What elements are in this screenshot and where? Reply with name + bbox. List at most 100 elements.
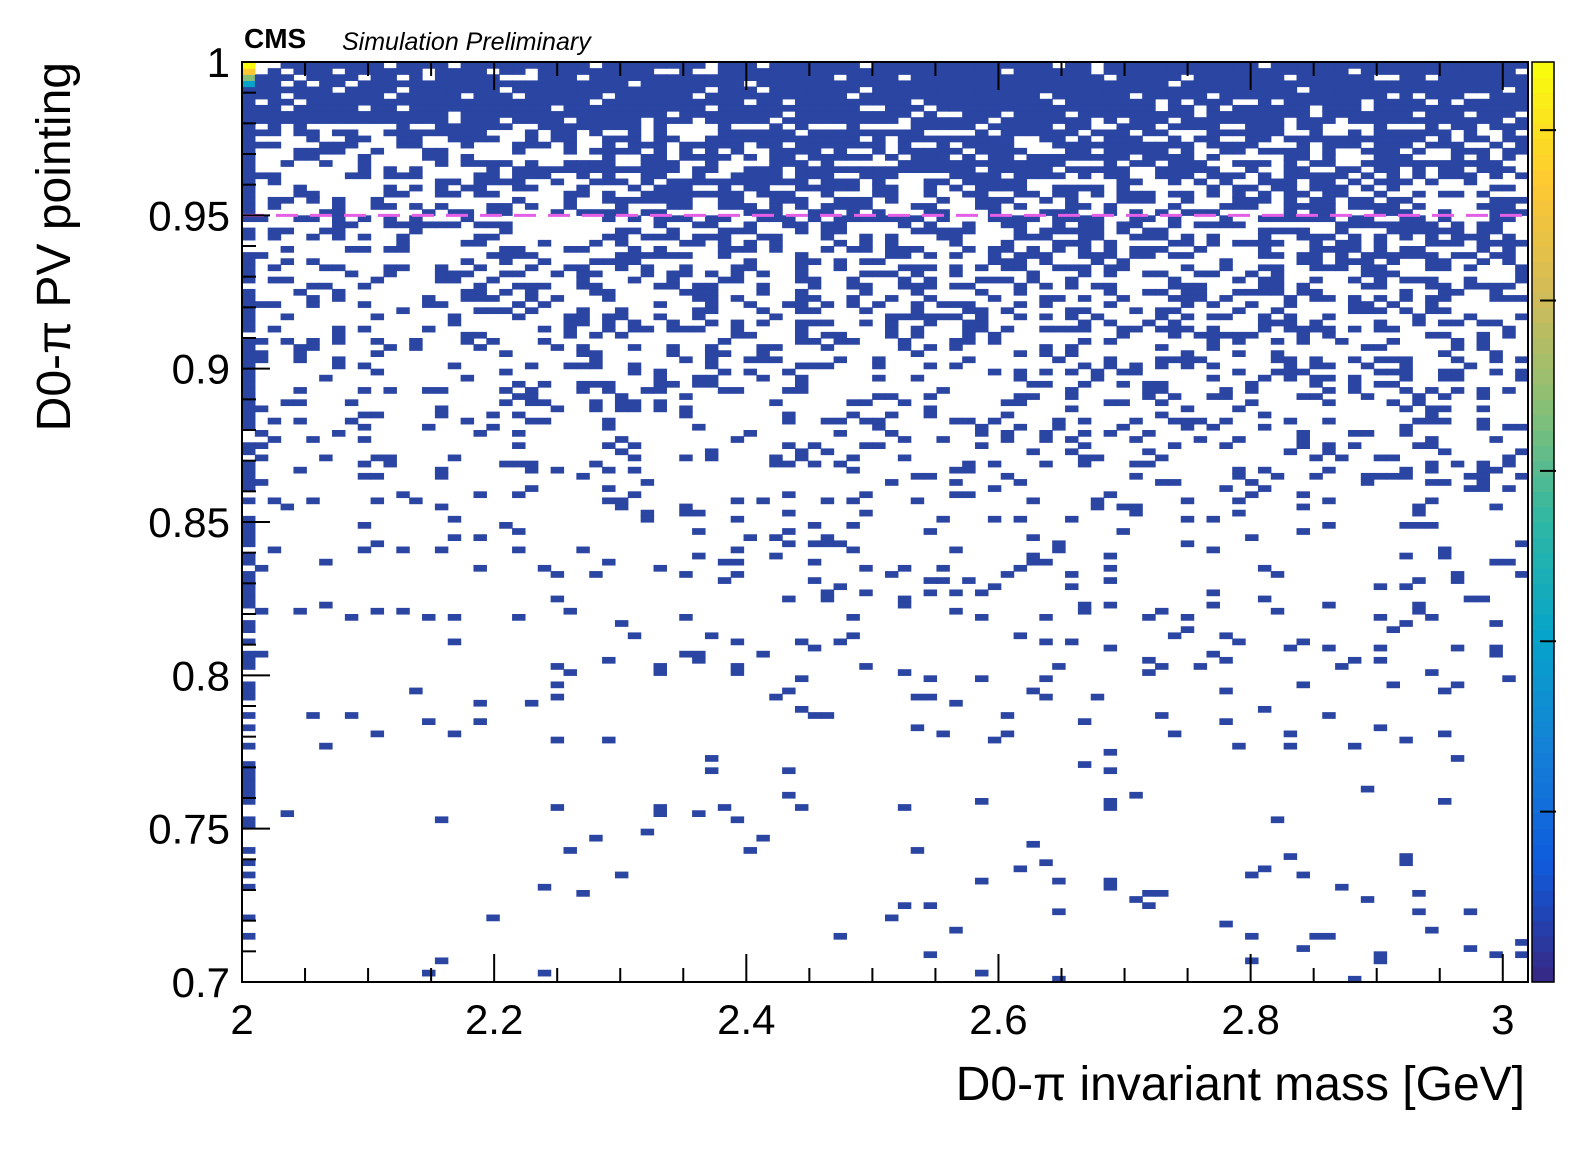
histogram-bin (1309, 239, 1323, 247)
histogram-bin (1077, 246, 1092, 253)
histogram-bin (1077, 80, 1092, 88)
histogram-bin (1103, 98, 1118, 106)
histogram-bin (1245, 92, 1259, 100)
histogram-bin (1206, 154, 1220, 161)
histogram-bin (949, 160, 963, 167)
histogram-bin (820, 98, 835, 106)
histogram-bin (679, 92, 693, 100)
histogram-bin (409, 62, 423, 69)
histogram-bin (1219, 74, 1233, 81)
histogram-bin (833, 80, 848, 88)
histogram-bin (1180, 325, 1195, 333)
histogram-bin (409, 166, 423, 173)
histogram-bin (679, 111, 693, 118)
histogram-bin (820, 362, 835, 370)
histogram-bin (1463, 252, 1478, 259)
histogram-bin (1437, 215, 1452, 223)
histogram-bin (949, 80, 963, 88)
histogram-bin (1206, 515, 1220, 523)
histogram-bin (434, 472, 449, 480)
histogram-bin (653, 564, 667, 572)
histogram-bin (923, 160, 938, 167)
histogram-bin (1309, 203, 1323, 210)
histogram-bin (846, 282, 860, 290)
histogram-bin (1425, 405, 1439, 413)
histogram-bin (923, 80, 938, 88)
histogram-bin (1052, 111, 1066, 118)
histogram-bin (949, 62, 963, 69)
histogram-bin (794, 123, 809, 131)
histogram-bin (1437, 129, 1452, 137)
histogram-bin (1425, 411, 1439, 419)
histogram-bin (769, 80, 783, 88)
histogram-bin (1412, 129, 1426, 137)
histogram-bin (666, 80, 680, 88)
histogram-bin (1502, 80, 1516, 88)
histogram-bin (1219, 86, 1233, 94)
histogram-bin (434, 98, 449, 106)
histogram-bin (1116, 86, 1130, 94)
histogram-bin (319, 454, 333, 462)
histogram-bin (833, 135, 848, 143)
histogram-bin (1180, 614, 1195, 621)
histogram-bin (1142, 246, 1156, 253)
histogram-bin (434, 203, 449, 210)
histogram-bin (782, 509, 796, 517)
histogram-bin (460, 104, 475, 112)
histogram-bin (1296, 945, 1310, 952)
histogram-bin (872, 190, 886, 198)
histogram-bin (1412, 68, 1426, 75)
histogram-bin (897, 264, 912, 272)
histogram-bin (242, 791, 256, 799)
histogram-bin (794, 307, 809, 315)
histogram-bin (1155, 387, 1169, 394)
histogram-bin (370, 203, 385, 210)
histogram-bin (242, 571, 256, 578)
histogram-bin (486, 86, 500, 94)
histogram-bin (1283, 295, 1298, 302)
histogram-bin (1065, 307, 1079, 315)
histogram-bin (846, 98, 860, 106)
histogram-bin (1386, 203, 1400, 210)
histogram-bin (1283, 135, 1298, 143)
histogram-bin (987, 368, 1002, 376)
histogram-bin (872, 111, 886, 118)
histogram-bin (923, 209, 938, 216)
histogram-bin (1373, 123, 1388, 131)
histogram-bin (794, 221, 809, 229)
histogram-bin (704, 282, 719, 290)
histogram-bin (1309, 196, 1323, 204)
histogram-bin (1335, 80, 1349, 88)
histogram-bin (460, 117, 475, 124)
histogram-bin (1052, 129, 1066, 137)
histogram-bin (344, 117, 359, 124)
histogram-bin (730, 270, 745, 278)
histogram-bin (537, 141, 552, 149)
histogram-bin (872, 92, 886, 100)
histogram-bin (987, 98, 1002, 106)
histogram-bin (1476, 233, 1491, 241)
histogram-bin (1000, 430, 1015, 437)
histogram-bin (1013, 86, 1028, 94)
histogram-bin (1373, 104, 1388, 112)
histogram-bin (434, 270, 449, 278)
histogram-bin (962, 154, 976, 161)
colorbar-segment (1532, 736, 1554, 753)
histogram-bin (885, 117, 899, 124)
histogram-bin (1077, 123, 1092, 131)
histogram-bin (1077, 417, 1092, 425)
histogram-bin (859, 270, 873, 278)
histogram-bin (627, 62, 642, 69)
histogram-bin (1399, 74, 1413, 81)
histogram-bin (859, 233, 873, 241)
histogram-bin (409, 92, 423, 100)
histogram-bin (1386, 454, 1400, 462)
histogram-bin (1065, 387, 1079, 394)
histogram-bin (820, 74, 835, 81)
histogram-bin (1232, 288, 1246, 296)
histogram-bin (1065, 239, 1079, 247)
histogram-bin (1309, 252, 1323, 259)
histogram-bin (692, 233, 706, 241)
colorbar-segment (1532, 445, 1554, 462)
histogram-bin (280, 98, 295, 106)
